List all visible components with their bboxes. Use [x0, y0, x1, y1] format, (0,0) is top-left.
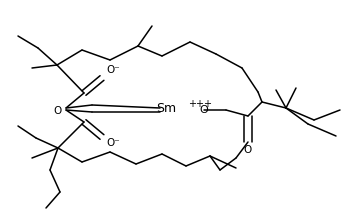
Text: Sm: Sm	[156, 101, 176, 115]
Text: O⁻: O⁻	[106, 138, 120, 148]
Text: +++: +++	[188, 99, 212, 109]
Text: O: O	[200, 105, 208, 115]
Text: O⁻: O⁻	[106, 65, 120, 75]
Text: O: O	[244, 145, 252, 155]
Text: O: O	[53, 106, 61, 116]
